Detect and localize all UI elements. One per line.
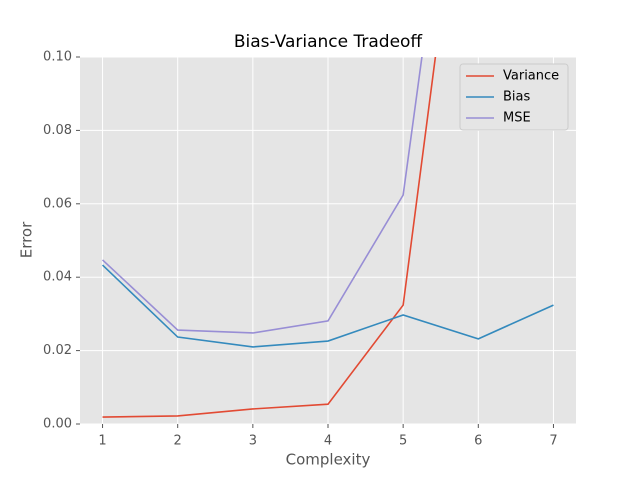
chart-title: Bias-Variance Tradeoff <box>234 32 424 52</box>
y-tick-label: 0.02 <box>43 343 72 358</box>
y-axis-label: Error <box>18 221 36 258</box>
series-line <box>101 57 423 334</box>
legend-label: MSE <box>503 111 531 126</box>
lines <box>101 57 554 418</box>
legend-label: Bias <box>503 90 530 105</box>
x-tick-label: 2 <box>174 434 182 449</box>
y-tick-label: 0.10 <box>43 50 72 65</box>
series-line <box>101 264 554 348</box>
x-tick-label: 1 <box>98 434 106 449</box>
x-tick-label: 7 <box>549 434 557 449</box>
y-tick-label: 0.00 <box>43 417 72 432</box>
x-axis-label: Complexity <box>286 451 371 469</box>
series-line <box>102 57 437 418</box>
y-tick-label: 0.08 <box>43 123 72 138</box>
x-tick-label: 6 <box>474 434 482 449</box>
x-tick-label: 3 <box>249 434 257 449</box>
x-tick-label: 5 <box>399 434 407 449</box>
y-tick-label: 0.04 <box>43 270 72 285</box>
x-tick-label: 4 <box>324 434 332 449</box>
legend-label: Variance <box>503 69 559 84</box>
legend-box <box>459 63 569 131</box>
grid <box>80 56 576 425</box>
legend: Variance Bias MSE <box>459 63 569 131</box>
y-tick-label: 0.06 <box>43 196 72 211</box>
